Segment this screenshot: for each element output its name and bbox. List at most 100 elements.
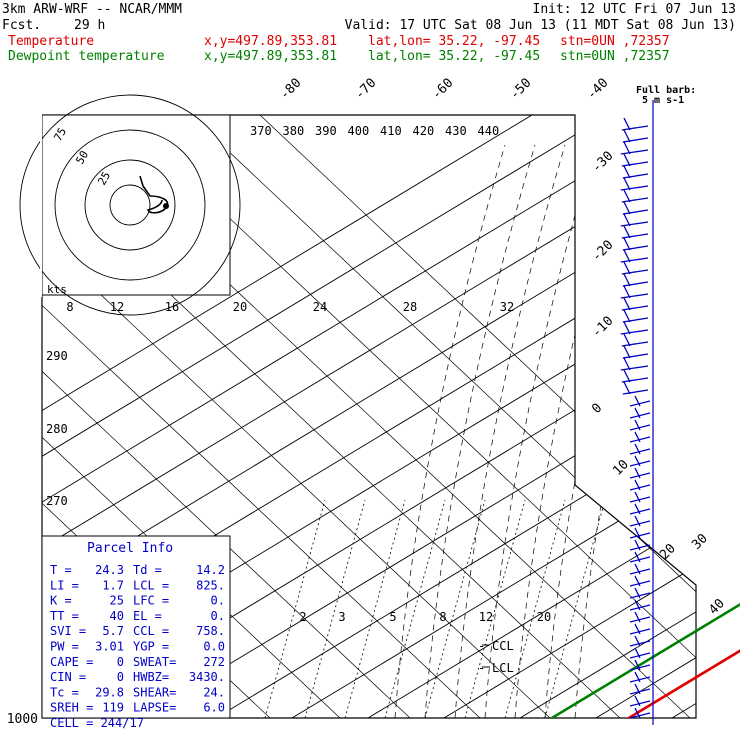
wind-barb [620, 321, 649, 335]
wind-barb [620, 177, 649, 191]
isotherm-label: -20 [589, 238, 616, 265]
parcel-info-value: 272 [203, 655, 225, 669]
theta-label: 430 [445, 124, 467, 138]
scale-label: 16 [165, 300, 179, 314]
parcel-info-key: SHEAR= [133, 685, 176, 699]
parcel-info-value: 6.0 [203, 701, 225, 715]
theta-label: 410 [380, 124, 402, 138]
wind-barb [629, 635, 651, 647]
parcel-info-value: 24. [203, 685, 225, 699]
parcel-info-box [41, 535, 231, 719]
wind-barb [629, 695, 651, 707]
parcel-info-value: 0 [117, 670, 124, 684]
wind-barb [629, 467, 651, 479]
dry-adiabat [42, 115, 481, 718]
wind-barb [629, 455, 651, 467]
isotherm-label: -60 [429, 76, 456, 103]
wind-barb [629, 443, 651, 455]
isotherm [519, 115, 696, 718]
hodograph-ring [19, 94, 241, 316]
isotherm-label: -70 [352, 76, 379, 103]
parcel-info-key: K = [50, 594, 72, 608]
moist-adiabat [454, 144, 566, 718]
scale-label: 12 [110, 300, 124, 314]
forecast-label: Fcst. [2, 18, 42, 33]
hodograph-ring-label: 50 [73, 149, 91, 167]
mixing-ratio-line [384, 499, 446, 718]
wind-barb [629, 419, 651, 431]
dewpoint-legend-station: stn=0UN ,72357 [560, 49, 670, 64]
init-time: Init: 12 UTC Fri 07 Jun 13 [532, 2, 737, 17]
isotherm-label: 10 [610, 457, 632, 479]
wind-barb [622, 381, 649, 395]
theta-label: 370 [250, 124, 272, 138]
parcel-info-key: CELL = 244/17 [50, 716, 144, 730]
theta-label: 440 [478, 124, 500, 138]
wind-barb [629, 623, 651, 635]
wind-barb [629, 575, 651, 587]
isotherm [291, 115, 696, 718]
parcel-info-value: 29.8 [95, 685, 124, 699]
scale-label: 32 [500, 300, 514, 314]
wind-barb [629, 491, 651, 503]
theta-label: 380 [283, 124, 305, 138]
wind-barb [620, 141, 649, 155]
valid-time: Valid: 17 UTC Sat 08 Jun 13 (11 MDT Sat … [344, 18, 736, 33]
wind-barb [622, 165, 649, 179]
mixing-ratio-line [464, 499, 526, 718]
wind-barb [621, 153, 649, 167]
wind-barb [622, 345, 649, 359]
isotherm-label: 30 [689, 531, 711, 553]
wind-barb [629, 515, 651, 527]
parcel-info-value: 40 [110, 609, 124, 623]
lcl-label: LCL [492, 661, 514, 675]
scale-label: 8 [66, 300, 73, 314]
temperature-legend-xy: x,y=497.89,353.81 [204, 34, 338, 49]
theta-left-label: 280 [46, 422, 68, 436]
parcel-info-value: 3430. [189, 670, 225, 684]
parcel-info-value: 119 [102, 701, 124, 715]
temperature-legend-name: Temperature [8, 34, 95, 49]
parcel-info-key: SWEAT= [133, 655, 176, 669]
parcel-info-key: LI = [50, 578, 79, 592]
dewpoint-legend-latlon: lat,lon= 35.22, -97.45 [368, 49, 541, 64]
wind-barb [620, 357, 649, 371]
wind-barb [629, 395, 651, 407]
parcel-info-key: SREH = [50, 701, 93, 715]
dry-adiabat [42, 115, 551, 718]
wind-barb [629, 503, 651, 515]
dewpoint-legend-name: Dewpoint temperature [8, 49, 165, 64]
isotherm [367, 115, 696, 718]
hodograph-storm-motion [163, 203, 169, 209]
wind-barb [629, 647, 651, 659]
wind-barb [622, 237, 649, 251]
mixing-ratio-label: 2 [299, 610, 306, 624]
hodograph-box [41, 114, 231, 296]
parcel-info-value: 24.3 [95, 563, 124, 577]
wind-barb [622, 309, 649, 323]
dry-adiabat [42, 115, 411, 718]
dry-adiabat [259, 115, 696, 718]
parcel-info-key: EL = [133, 609, 162, 623]
parcel-info-title: Parcel Info [87, 541, 173, 556]
hodograph-ring-label: 75 [51, 126, 69, 144]
wind-barb [629, 611, 651, 623]
isotherm-label: 0 [589, 401, 605, 417]
wind-barb [620, 249, 649, 263]
isotherm-label: -10 [589, 314, 616, 341]
ccl-tick: - [478, 639, 485, 653]
isotherm-label: -30 [589, 149, 616, 176]
isotherm-label: -40 [584, 76, 611, 103]
theta-label: 400 [348, 124, 370, 138]
wind-barb [629, 551, 651, 563]
isotherm-label: 20 [657, 541, 679, 563]
mixing-ratio-line [304, 499, 366, 718]
wind-barb [621, 261, 649, 275]
parcel-info-key: HWBZ= [133, 670, 169, 684]
parcel-info-key: T = [50, 563, 72, 577]
mixing-ratio-label: 12 [479, 610, 493, 624]
wind-barb [629, 671, 651, 683]
moist-adiabat [484, 144, 596, 718]
wind-barb [621, 369, 649, 383]
lcl-tick: - [478, 661, 485, 675]
